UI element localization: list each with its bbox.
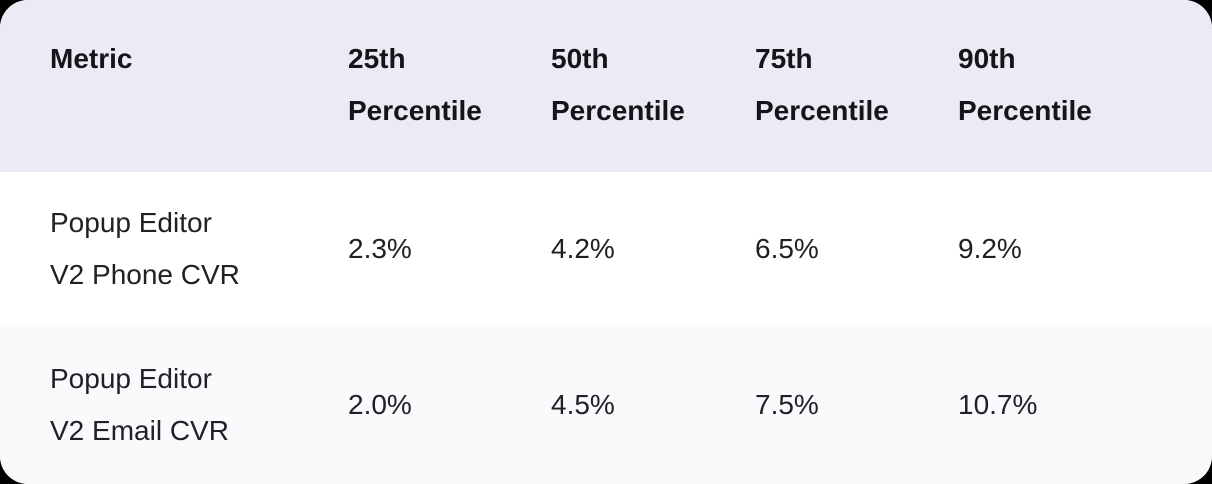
table-body: Popup Editor V2 Phone CVR 2.3% 4.2% 6.5%… (0, 172, 1212, 484)
column-header-label: 25th Percentile (348, 43, 482, 126)
column-header-metric: Metric (0, 0, 348, 172)
header-row: Metric 25th Percentile 50th Percentile 7… (0, 0, 1212, 172)
metric-name-cell: Popup Editor V2 Phone CVR (0, 172, 348, 325)
metric-name: Popup Editor V2 Email CVR (50, 362, 229, 446)
value-cell-p25: 2.0% (348, 388, 412, 420)
column-header-label: 50th Percentile (551, 43, 685, 126)
column-header-50th-percentile: 50th Percentile (551, 0, 755, 172)
metric-name: Popup Editor V2 Phone CVR (50, 206, 240, 290)
column-header-75th-percentile: 75th Percentile (755, 0, 958, 172)
column-header-label: 75th Percentile (755, 43, 889, 126)
column-header-label: 90th Percentile (958, 43, 1092, 126)
table-row-phone-cvr: Popup Editor V2 Phone CVR 2.3% 4.2% 6.5%… (0, 172, 1212, 325)
value-cell-p50: 4.5% (551, 388, 615, 420)
value-cell-p50: 4.2% (551, 232, 615, 264)
metric-name-cell: Popup Editor V2 Email CVR (0, 325, 348, 484)
value-cell-p75: 6.5% (755, 232, 819, 264)
value-cell-p90: 9.2% (958, 232, 1022, 264)
table-header: Metric 25th Percentile 50th Percentile 7… (0, 0, 1212, 172)
column-header-90th-percentile: 90th Percentile (958, 0, 1212, 172)
value-cell-p25: 2.3% (348, 232, 412, 264)
value-cell-p90: 10.7% (958, 388, 1038, 420)
column-header-label: Metric (50, 43, 133, 74)
table-row-email-cvr: Popup Editor V2 Email CVR 2.0% 4.5% 7.5%… (0, 325, 1212, 484)
column-header-25th-percentile: 25th Percentile (348, 0, 551, 172)
value-cell-p75: 7.5% (755, 388, 819, 420)
